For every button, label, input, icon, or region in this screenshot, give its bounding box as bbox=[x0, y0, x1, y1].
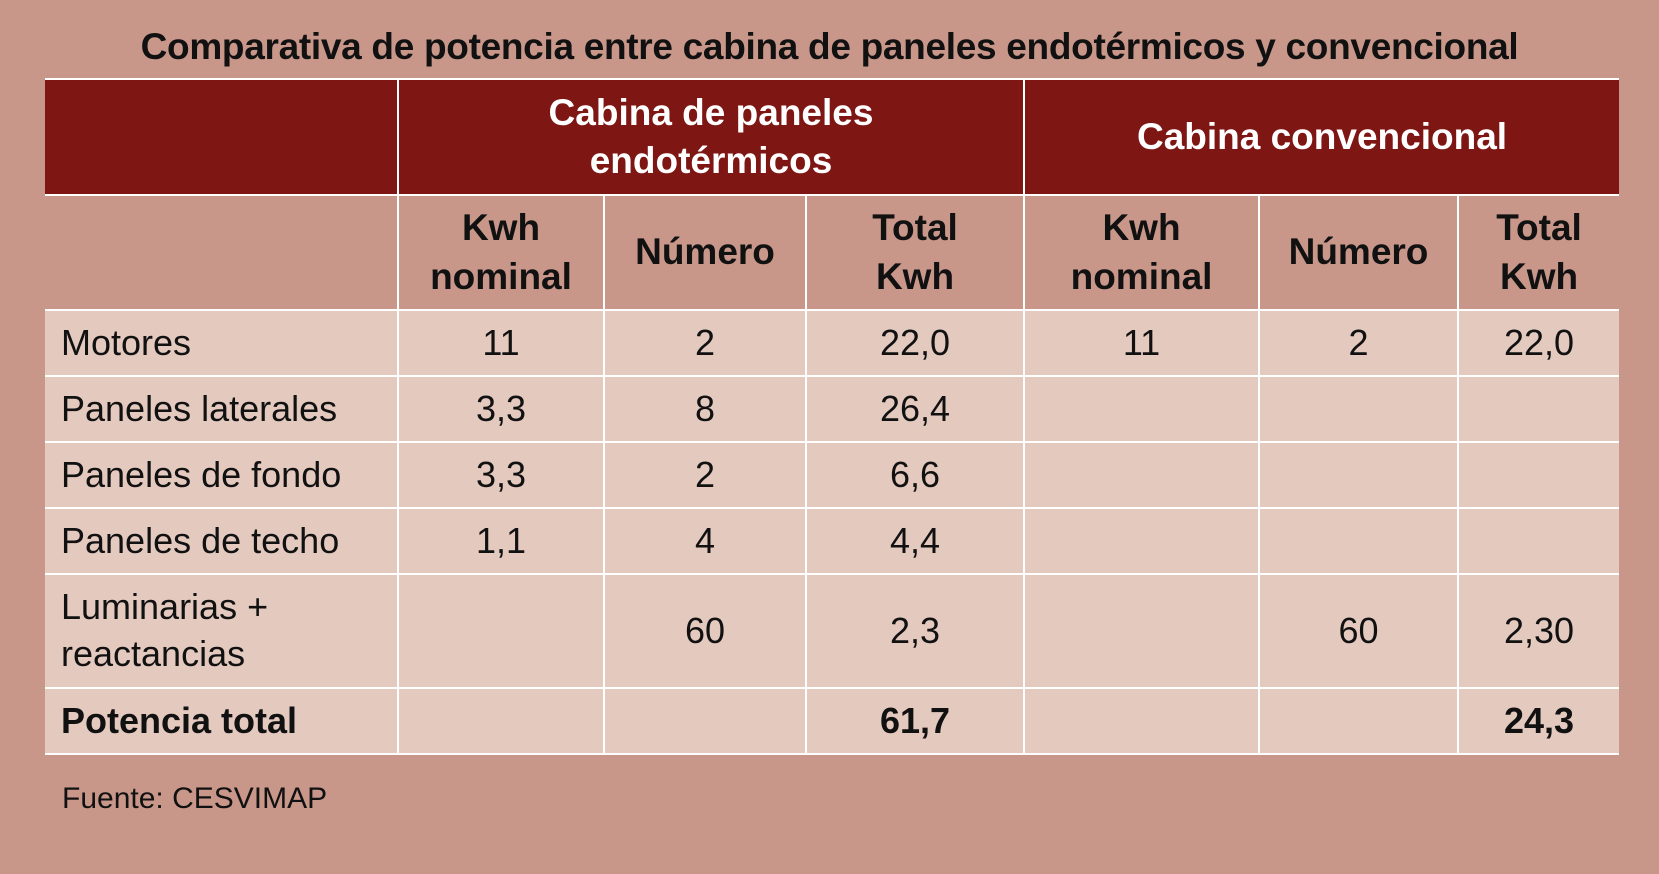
table-cell: 61,7 bbox=[804, 687, 1026, 755]
table-cell bbox=[397, 687, 605, 755]
table-cell bbox=[1023, 687, 1261, 755]
column-header: Total Kwh bbox=[1457, 194, 1620, 311]
table-cell bbox=[1023, 507, 1261, 575]
column-header-text: Kwh nominal bbox=[430, 207, 572, 297]
column-header-row: Kwh nominal Número Total Kwh Kwh nominal Núm… bbox=[45, 194, 1620, 311]
table-cell: 3,3 bbox=[397, 441, 605, 509]
table-row: Paneles de fondo 3,3 2 6,6 bbox=[45, 441, 1620, 509]
table-cell bbox=[1023, 375, 1261, 443]
group-header: Cabina convencional bbox=[1023, 78, 1620, 196]
column-header-text: Número bbox=[635, 231, 775, 273]
table: Cabina de paneles endotérmicos Cabina co… bbox=[45, 78, 1620, 755]
table-cell: 4,4 bbox=[804, 507, 1026, 575]
table-cell: 4 bbox=[603, 507, 807, 575]
table-cell: 60 bbox=[1258, 573, 1460, 689]
table-cell: 2 bbox=[603, 309, 807, 377]
table-cell: 2,30 bbox=[1457, 573, 1620, 689]
table-cell: 26,4 bbox=[804, 375, 1026, 443]
table-cell: 11 bbox=[1023, 309, 1261, 377]
group-header-text: Cabina convencional bbox=[1136, 115, 1508, 157]
table-cell bbox=[1258, 375, 1460, 443]
column-header: Total Kwh bbox=[804, 194, 1026, 311]
table-cell: 2 bbox=[1258, 309, 1460, 377]
title: Comparativa de potencia entre cabina de … bbox=[140, 26, 1519, 67]
table-cell: 22,0 bbox=[804, 309, 1026, 377]
column-header-text: Número bbox=[1288, 231, 1429, 273]
table-cell bbox=[1258, 507, 1460, 575]
group-header: Cabina de paneles endotérmicos bbox=[396, 78, 1026, 196]
group-header-row: Cabina de paneles endotérmicos Cabina co… bbox=[45, 78, 1620, 196]
table-cell: 2 bbox=[603, 441, 807, 509]
table-cell: 24,3 bbox=[1457, 687, 1620, 755]
table-cell bbox=[1457, 441, 1620, 509]
table-cell bbox=[1258, 441, 1460, 509]
table-cell: 8 bbox=[603, 375, 807, 443]
row-label: Paneles laterales bbox=[45, 375, 399, 443]
table-row: Potencia total 61,7 24,3 bbox=[45, 687, 1620, 755]
table-cell: 3,3 bbox=[397, 375, 605, 443]
table-row: Luminarias + reactancias 60 2,3 60 2,30 bbox=[45, 573, 1620, 689]
corner-cell bbox=[45, 78, 399, 196]
group-header-text: Cabina de paneles endotérmicos bbox=[548, 91, 874, 181]
row-label: Potencia total bbox=[45, 687, 399, 755]
table-body: Motores 11 2 22,0 11 2 22,0 Paneles laterales 3,… bbox=[45, 309, 1620, 755]
table-cell bbox=[1023, 441, 1261, 509]
table-cell bbox=[1457, 507, 1620, 575]
column-header: Kwh nominal bbox=[397, 194, 605, 311]
table-cell bbox=[603, 687, 807, 755]
table-cell: 11 bbox=[397, 309, 605, 377]
table-row: Paneles de techo 1,1 4 4,4 bbox=[45, 507, 1620, 575]
row-label: Motores bbox=[45, 309, 399, 377]
column-header-text: Total Kwh bbox=[872, 207, 958, 297]
column-header-text: Kwh nominal bbox=[1070, 207, 1213, 297]
table-cell bbox=[1023, 573, 1261, 689]
table-cell bbox=[397, 573, 605, 689]
table-cell bbox=[1258, 687, 1460, 755]
table-cell: 6,6 bbox=[804, 441, 1026, 509]
table-cell: 60 bbox=[603, 573, 807, 689]
column-header: Kwh nominal bbox=[1023, 194, 1261, 311]
column-header: Número bbox=[1258, 194, 1460, 311]
column-header: Número bbox=[603, 194, 807, 311]
row-label: Paneles de fondo bbox=[45, 441, 399, 509]
row-label: Paneles de techo bbox=[45, 507, 399, 575]
table-row: Motores 11 2 22,0 11 2 22,0 bbox=[45, 309, 1620, 377]
table-cell: 1,1 bbox=[397, 507, 605, 575]
table-cell: 2,3 bbox=[804, 573, 1026, 689]
source: Fuente: CESVIMAP bbox=[62, 782, 328, 815]
corner-cell bbox=[45, 194, 399, 311]
table-cell: 22,0 bbox=[1457, 309, 1620, 377]
column-header-text: Total Kwh bbox=[1496, 207, 1582, 297]
table-cell bbox=[1457, 375, 1620, 443]
row-label: Luminarias + reactancias bbox=[45, 573, 399, 689]
table-row: Paneles laterales 3,3 8 26,4 bbox=[45, 375, 1620, 443]
